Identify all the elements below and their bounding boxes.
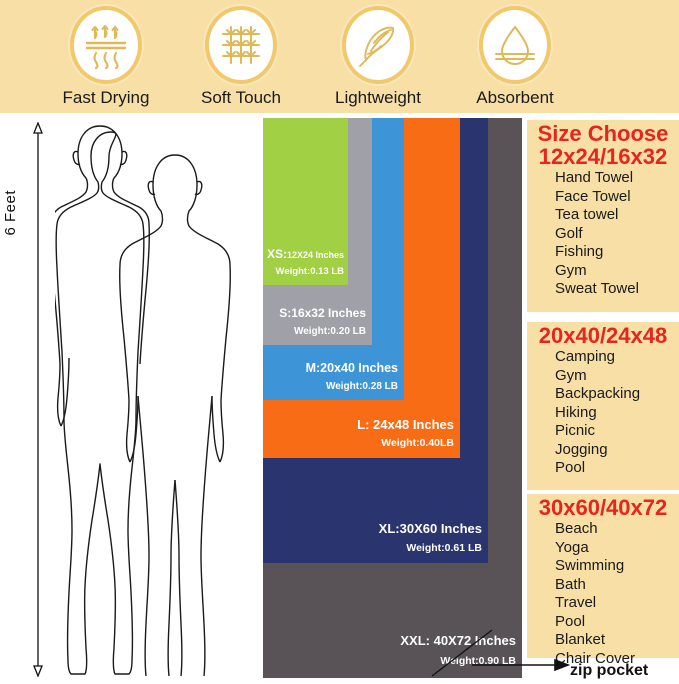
list-item: Gym [555,366,587,384]
list-item: Swimming [555,557,625,575]
size-label-m: M:20x40 Inches [305,361,398,375]
lightweight-feather-icon [342,6,414,84]
list-item: Backpacking [555,385,641,403]
panel-use-list: Camping Gym Backpacking Hiking Picnic Jo… [555,348,679,478]
list-item: Camping [555,348,616,366]
list-item: Chair Cover [555,649,636,667]
list-item: Fishing [555,243,604,261]
size-weight-xs: Weight:0.13 LB [275,266,344,277]
panel-medium-sizes: 20x40/24x48 Camping Gym Backpacking Hiki… [527,322,679,490]
soft-touch-icon [205,6,277,84]
list-item: Hiking [555,403,597,421]
feature-soft-touch: Soft Touch [166,6,316,113]
zip-pocket-leader-line [430,624,540,679]
panel-use-list: Beach Yoga Swimming Bath Travel Pool Bla… [555,520,679,668]
feature-fast-drying: Fast Drying [31,6,181,113]
list-item: Picnic [555,422,596,440]
list-item: Pool [555,459,586,477]
list-item: Yoga [555,538,589,556]
feature-label: Fast Drying [62,88,150,107]
list-item: Golf [555,224,583,242]
panel-size-title: 30x60/40x72 [538,495,668,520]
list-item: Sweat Towel [555,280,639,298]
panel-small-sizes: Size Choose 12x24/16x32 Hand Towel Face … [527,120,679,312]
human-silhouette-pair-icon [50,120,270,680]
size-weight-xxl: Weight:0.90 LB [440,655,516,667]
list-item: Bath [555,575,586,593]
size-label-l: L: 24x48 Inches [357,417,454,432]
size-label-xs-dims: 12X24 Inches [286,250,344,260]
list-item: Pool [555,612,586,630]
absorbent-droplet-icon [479,6,551,84]
list-item: Hand Towel [555,169,634,187]
list-item: Beach [555,520,598,538]
feature-label: Lightweight [334,88,421,107]
size-weight-l: Weight:0.40LB [381,437,454,449]
size-rect-xs[interactable]: XS:12X24 Inches Weight:0.13 LB [263,118,348,285]
right-arrow-icon [470,645,575,679]
size-label-s: S:16x32 Inches [279,306,366,320]
size-label-xs-prefix: XS: [266,247,287,261]
panel-use-list: Hand Towel Face Towel Tea towel Golf Fis… [555,169,679,299]
panel-size-title: 20x40/24x48 [538,323,668,348]
height-label: 6 Feet [2,190,19,236]
panel-size-title: 12x24/16x32 [538,144,668,170]
list-item: Travel [555,594,597,612]
list-item: Blanket [555,631,606,649]
feature-banner: Fast Drying Soft Touch [0,0,679,113]
feature-absorbent: Absorbent [440,6,590,113]
size-weight-s: Weight:0.20 LB [293,326,366,337]
towel-size-chart: XXL: 40X72 Inches Weight:0.90 LB XL:30X6… [263,118,525,678]
size-weight-xl: Weight:0.61 LB [406,542,482,554]
feature-lightweight: Lightweight [303,6,453,113]
panel-heading: Size Choose [537,121,669,146]
size-label-xl: XL:30X60 Inches [378,521,482,536]
list-item: Tea towel [555,206,619,224]
zip-pocket-label: zip pocket [570,662,649,679]
list-item: Face Towel [555,187,631,205]
feature-label: Soft Touch [200,88,282,107]
list-item: Jogging [555,440,608,458]
panel-large-sizes: 30x60/40x72 Beach Yoga Swimming Bath Tra… [527,494,679,667]
size-weight-m: Weight:0.28 LB [325,381,398,392]
fast-drying-icon [70,6,142,84]
size-label-xxl: XXL: 40X72 Inches [400,633,516,648]
feature-label: Absorbent [476,88,554,107]
size-label-xs: XS:12X24 Inches [267,247,344,261]
height-scale-arrow [30,121,46,678]
list-item: Gym [555,261,587,279]
